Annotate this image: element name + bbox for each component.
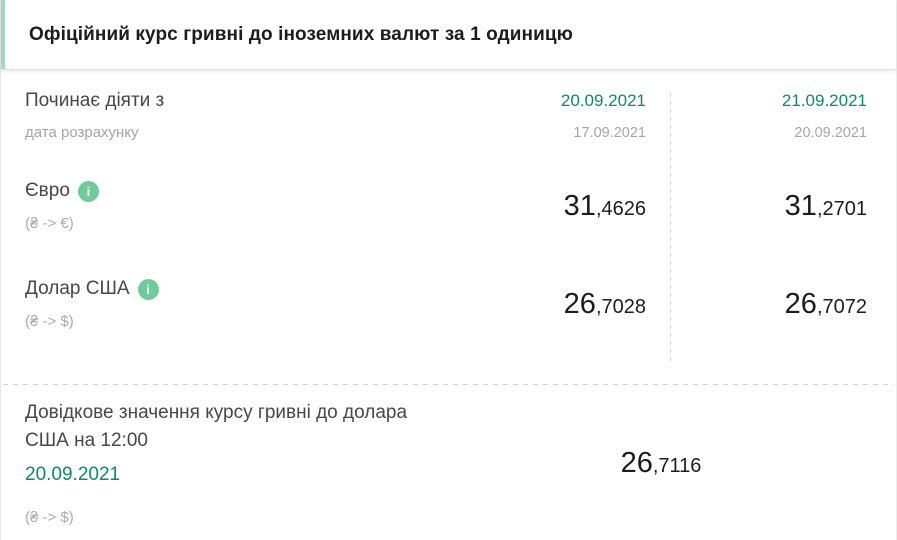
reference-value: 26,7116 <box>620 447 702 479</box>
info-icon[interactable]: i <box>77 180 99 202</box>
currency-label-usd: Долар США i (₴ -> $) <box>25 277 426 331</box>
page-header: Офіційний курс гривні до іноземних валют… <box>1 0 896 69</box>
vertical-dashed-divider <box>670 93 671 362</box>
calculation-label: дата розрахунку <box>25 124 139 141</box>
currency-name-usd: Долар США <box>25 278 130 299</box>
horizontal-dashed-divider <box>3 384 894 385</box>
reference-date: 20.09.2021 <box>25 464 121 485</box>
reference-section: Довідкове значення курсу гривні до долар… <box>1 375 896 527</box>
currency-label-eur: Євро i (₴ -> €) <box>25 179 426 233</box>
rates-panel: Починає діяти з дата розрахунку 20.09.20… <box>1 69 896 331</box>
currency-pair-usd: (₴ -> $) <box>25 313 74 330</box>
currency-name-eur: Євро <box>25 180 70 201</box>
usd-rate-col1: 26,7028 <box>563 288 646 320</box>
currency-row-eur: Євро i (₴ -> €) 31,4626 31,2701 <box>25 179 867 233</box>
info-icon[interactable]: i <box>137 278 159 300</box>
date-column-2: 21.09.2021 20.09.2021 <box>646 90 867 142</box>
page-title: Офіційний курс гривні до іноземних валют… <box>29 23 573 45</box>
dates-row: Починає діяти з дата розрахунку 20.09.20… <box>25 90 867 142</box>
usd-rate-col2: 26,7072 <box>784 288 867 320</box>
reference-title: Довідкове значення курсу гривні до долар… <box>25 402 408 451</box>
calculation-date-2: 20.09.2021 <box>794 125 867 141</box>
dates-row-labels: Починає діяти з дата розрахунку <box>25 90 426 142</box>
date-column-1: 20.09.2021 17.09.2021 <box>426 90 646 142</box>
reference-text-block: Довідкове значення курсу гривні до долар… <box>25 399 455 527</box>
currency-pair-eur: (₴ -> €) <box>25 215 74 232</box>
calculation-date-1: 17.09.2021 <box>573 125 646 141</box>
effective-date-2: 21.09.2021 <box>781 91 867 110</box>
reference-pair: (₴ -> $) <box>25 509 74 526</box>
currency-row-usd: Долар США i (₴ -> $) 26,7028 26,7072 <box>25 277 867 331</box>
eur-rate-col2: 31,2701 <box>784 190 867 222</box>
eur-rate-col1: 31,4626 <box>563 190 646 222</box>
reference-value-cell: 26,7116 <box>455 446 867 480</box>
effective-label: Починає діяти з <box>25 90 165 111</box>
effective-date-1: 20.09.2021 <box>560 91 646 110</box>
